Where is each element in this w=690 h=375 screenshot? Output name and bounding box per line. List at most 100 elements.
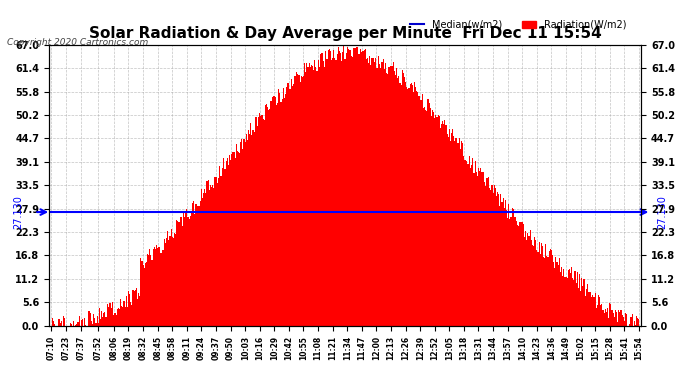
Bar [580,291,581,326]
Bar [217,178,219,326]
Bar [265,105,266,326]
Bar [507,218,509,326]
Bar [430,108,431,326]
Bar [610,304,611,326]
Bar [134,291,135,326]
Bar [275,97,276,326]
Bar [358,54,359,326]
Bar [144,268,145,326]
Bar [414,82,415,326]
Bar [174,233,175,326]
Bar [253,132,255,326]
Bar [263,119,264,326]
Bar [536,250,538,326]
Bar [131,305,132,326]
Bar [141,261,143,326]
Bar [242,149,244,326]
Bar [584,296,586,326]
Bar [547,257,549,326]
Bar [337,47,339,326]
Bar [437,115,439,326]
Bar [295,76,296,326]
Bar [190,211,192,326]
Bar [197,206,199,326]
Bar [137,299,138,326]
Bar [506,210,507,326]
Bar [95,322,97,326]
Bar [281,102,282,326]
Bar [624,321,625,326]
Bar [407,89,408,326]
Bar [297,74,299,326]
Bar [434,118,435,326]
Bar [315,67,317,326]
Bar [620,310,622,326]
Bar [348,49,349,326]
Bar [462,143,464,326]
Bar [571,267,572,326]
Bar [386,73,387,326]
Bar [616,312,617,326]
Bar [102,317,103,326]
Bar [246,134,247,326]
Bar [411,83,412,326]
Bar [395,75,396,326]
Bar [342,52,344,326]
Bar [314,60,315,326]
Bar [195,204,197,326]
Bar [578,288,579,326]
Bar [572,278,573,326]
Bar [138,293,139,326]
Bar [595,308,597,326]
Bar [166,238,167,326]
Bar [172,238,174,326]
Text: 27.130: 27.130 [657,195,667,229]
Bar [385,63,386,326]
Bar [127,307,128,326]
Bar [268,110,269,326]
Bar [405,82,406,326]
Bar [496,196,497,326]
Bar [63,316,64,326]
Bar [192,203,193,326]
Bar [598,295,599,326]
Bar [250,123,251,326]
Bar [451,133,452,326]
Bar [611,309,613,326]
Bar [364,49,366,326]
Bar [220,176,221,326]
Bar [79,316,80,326]
Bar [427,99,428,326]
Bar [558,265,559,326]
Bar [228,165,229,326]
Bar [248,130,249,326]
Bar [270,101,272,326]
Bar [256,117,257,326]
Bar [98,323,99,326]
Bar [193,201,194,326]
Bar [122,306,124,326]
Bar [321,53,322,326]
Bar [412,85,413,326]
Bar [574,272,575,326]
Bar [283,88,284,326]
Bar [556,262,558,326]
Bar [380,69,382,326]
Bar [495,188,496,326]
Bar [73,321,74,326]
Bar [112,302,113,326]
Bar [115,313,116,326]
Bar [546,256,547,326]
Bar [126,296,127,326]
Bar [259,113,260,326]
Bar [161,250,163,326]
Bar [344,59,346,326]
Bar [555,257,556,326]
Bar [523,224,524,326]
Bar [638,319,640,326]
Bar [328,49,330,326]
Bar [559,258,560,326]
Bar [92,324,93,326]
Bar [631,314,633,326]
Bar [292,86,293,326]
